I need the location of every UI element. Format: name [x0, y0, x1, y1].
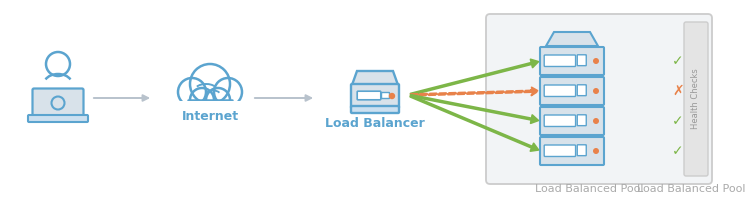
FancyBboxPatch shape [540, 137, 604, 165]
FancyBboxPatch shape [351, 106, 399, 113]
FancyArrowPatch shape [410, 95, 538, 151]
FancyArrowPatch shape [411, 95, 538, 123]
Circle shape [593, 58, 599, 64]
Circle shape [190, 88, 214, 112]
Text: Internet: Internet [182, 110, 239, 123]
Text: ✓: ✓ [672, 114, 684, 128]
FancyArrowPatch shape [411, 59, 538, 95]
Text: Health Checks: Health Checks [692, 69, 701, 129]
FancyBboxPatch shape [544, 145, 575, 157]
FancyBboxPatch shape [486, 14, 712, 184]
FancyBboxPatch shape [578, 55, 587, 66]
FancyBboxPatch shape [544, 115, 575, 126]
Bar [177, 100, 243, 116]
FancyBboxPatch shape [578, 115, 587, 126]
Text: Load Balanced Pool: Load Balanced Pool [637, 184, 745, 194]
Circle shape [190, 64, 230, 104]
FancyArrowPatch shape [411, 87, 538, 96]
FancyBboxPatch shape [540, 47, 604, 75]
Circle shape [593, 88, 599, 94]
FancyBboxPatch shape [544, 85, 575, 97]
FancyBboxPatch shape [32, 88, 83, 118]
Polygon shape [546, 32, 598, 46]
Circle shape [206, 88, 230, 112]
FancyBboxPatch shape [351, 84, 399, 108]
Circle shape [178, 78, 206, 106]
Bar [174, 101, 246, 119]
Text: Load Balanced Pool: Load Balanced Pool [535, 184, 644, 194]
Circle shape [214, 78, 242, 106]
Circle shape [389, 93, 395, 99]
Text: ✓: ✓ [672, 144, 684, 158]
Text: Load Balancer: Load Balancer [325, 117, 425, 130]
FancyArrowPatch shape [255, 95, 311, 101]
Text: ✗: ✗ [672, 84, 684, 98]
Circle shape [593, 118, 599, 124]
FancyBboxPatch shape [382, 93, 390, 99]
FancyBboxPatch shape [540, 77, 604, 105]
FancyBboxPatch shape [684, 22, 708, 176]
Polygon shape [352, 71, 398, 85]
FancyArrowPatch shape [94, 95, 148, 101]
Text: ✓: ✓ [672, 54, 684, 68]
FancyBboxPatch shape [544, 55, 575, 66]
FancyBboxPatch shape [578, 145, 587, 156]
FancyBboxPatch shape [540, 107, 604, 135]
FancyBboxPatch shape [357, 91, 381, 100]
Circle shape [593, 148, 599, 154]
FancyBboxPatch shape [578, 85, 587, 96]
FancyBboxPatch shape [28, 115, 88, 122]
